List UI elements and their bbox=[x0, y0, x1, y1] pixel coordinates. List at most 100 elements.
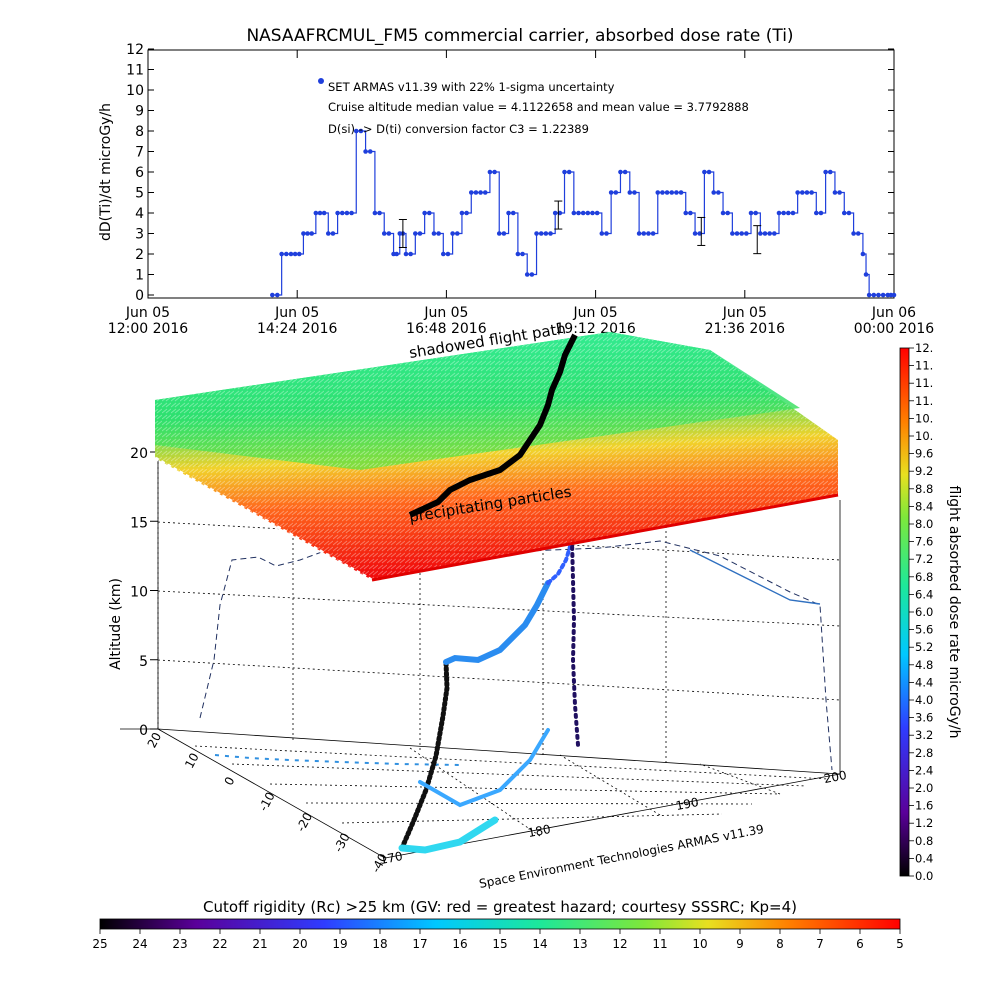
data-point bbox=[599, 231, 605, 236]
y-tick-label: 1 bbox=[135, 268, 144, 284]
data-point bbox=[636, 231, 642, 236]
cutoff-rigidity-tick-label: 18 bbox=[372, 937, 387, 951]
dose-colorbar-tick-label: 0.8 bbox=[915, 834, 933, 848]
cutoff-rigidity-tick-label: 12 bbox=[612, 937, 627, 951]
x-tick-label-time: 14:24 2016 bbox=[257, 321, 338, 337]
data-point bbox=[445, 251, 451, 257]
data-point bbox=[459, 210, 465, 216]
x-tick-label-time: 19:12 2016 bbox=[555, 321, 636, 337]
data-point bbox=[716, 190, 721, 195]
longitude-tick-label: 170 bbox=[379, 849, 404, 867]
data-point bbox=[372, 210, 378, 216]
y-tick-label: 8 bbox=[135, 124, 144, 140]
timeseries-frame bbox=[147, 49, 895, 299]
dose-colorbar-label: flight absorbed dose rate microGy/h bbox=[946, 486, 962, 739]
flight-path-mid-segment bbox=[546, 538, 574, 585]
data-point bbox=[349, 210, 354, 216]
dose-colorbar-tick-label: 2.8 bbox=[915, 746, 933, 760]
dose-colorbar-tick-label: 4.0 bbox=[915, 693, 933, 707]
cutoff-rigidity-tick-label: 14 bbox=[532, 937, 547, 951]
data-point bbox=[330, 231, 336, 236]
data-point bbox=[496, 231, 502, 236]
data-point bbox=[880, 292, 886, 298]
cutoff-rigidity-tick-label: 21 bbox=[252, 937, 267, 951]
dose-colorbar-tick-label: 3.6 bbox=[915, 711, 933, 725]
cutoff-rigidity-colorbar: Cutoff rigidity (Rc) >25 km (GV: red = g… bbox=[92, 898, 903, 951]
data-point bbox=[454, 231, 460, 236]
data-point bbox=[377, 210, 382, 216]
flight-path bbox=[398, 538, 580, 854]
data-point bbox=[813, 210, 819, 216]
dose-colorbar-tick-label: 9.6 bbox=[915, 447, 933, 461]
data-point bbox=[492, 169, 497, 175]
data-point bbox=[809, 190, 814, 195]
data-point bbox=[403, 251, 409, 257]
data-point bbox=[876, 292, 881, 298]
dose-colorbar-tick-label: 1.6 bbox=[915, 799, 933, 813]
data-point bbox=[832, 190, 838, 195]
data-point bbox=[711, 190, 717, 195]
sheet-hatching bbox=[155, 332, 838, 580]
data-point bbox=[734, 231, 740, 236]
data-point bbox=[413, 231, 418, 236]
data-point bbox=[534, 231, 539, 236]
x-tick-label-date: Jun 05 bbox=[125, 305, 170, 321]
dose-colorbar-tick-label: 11. bbox=[915, 359, 933, 373]
dose-colorbar: 0.0 0.4 0.8 1.2 1.6 2.0 2.4 2.8 3.2 3.6 4.0 4.4 4.8 5… bbox=[899, 341, 962, 883]
data-point bbox=[767, 231, 772, 236]
data-point bbox=[664, 190, 670, 195]
data-point bbox=[841, 210, 847, 216]
series-line bbox=[272, 130, 894, 296]
data-point bbox=[464, 210, 469, 216]
dose-colorbar-tick-label: 7.6 bbox=[915, 535, 933, 549]
data-point bbox=[846, 210, 852, 216]
data-point bbox=[781, 210, 786, 216]
data-point bbox=[538, 231, 544, 236]
flight-path-shadows bbox=[199, 540, 833, 771]
floor-track-shadow bbox=[214, 754, 461, 766]
y-tick-label: 2 bbox=[135, 247, 144, 263]
dose-colorbar-tick-label: 11. bbox=[915, 376, 933, 390]
data-point bbox=[585, 210, 591, 216]
data-point bbox=[660, 190, 665, 195]
data-point bbox=[566, 169, 572, 175]
data-point bbox=[580, 210, 586, 216]
x-tick-label-date: Jun 05 bbox=[274, 305, 319, 321]
data-point bbox=[427, 210, 432, 216]
data-point bbox=[440, 251, 446, 257]
cutoff-rigidity-tick-label: 5 bbox=[896, 937, 904, 951]
data-point bbox=[571, 210, 577, 216]
dose-colorbar-tick-label: 2.4 bbox=[915, 763, 933, 777]
data-point bbox=[353, 128, 359, 134]
data-point bbox=[790, 210, 796, 216]
data-point bbox=[552, 210, 558, 216]
data-point bbox=[313, 210, 319, 216]
data-point bbox=[772, 231, 777, 236]
data-point bbox=[386, 231, 392, 236]
altitude-axis-label: Altitude (km) bbox=[108, 578, 124, 670]
dose-colorbar-tick-label: 5.2 bbox=[915, 640, 933, 654]
data-point bbox=[818, 210, 824, 216]
latitude-tick-label: -10 bbox=[256, 790, 278, 814]
longitude-tick-label: 200 bbox=[823, 768, 848, 786]
data-point bbox=[871, 292, 877, 298]
data-point bbox=[855, 231, 861, 236]
cutoff-rigidity-tick-label: 19 bbox=[332, 937, 347, 951]
data-point bbox=[646, 231, 651, 236]
y-tick-label: 4 bbox=[135, 206, 144, 222]
data-point bbox=[543, 231, 549, 236]
dose-colorbar-tick-label: 8.4 bbox=[915, 499, 933, 513]
data-point bbox=[627, 190, 633, 195]
data-point bbox=[622, 169, 628, 175]
data-point bbox=[706, 169, 712, 175]
data-point bbox=[730, 231, 735, 236]
data-point bbox=[417, 231, 423, 236]
longitude-tick-label: 180 bbox=[527, 822, 552, 840]
data-point bbox=[450, 231, 455, 236]
dose-colorbar-tick-label: 10. bbox=[915, 429, 933, 443]
dose-colorbar-tick-label: 1.2 bbox=[915, 816, 933, 830]
data-point bbox=[688, 210, 693, 216]
data-point bbox=[344, 210, 350, 216]
data-point bbox=[655, 190, 661, 195]
data-point bbox=[510, 210, 516, 216]
